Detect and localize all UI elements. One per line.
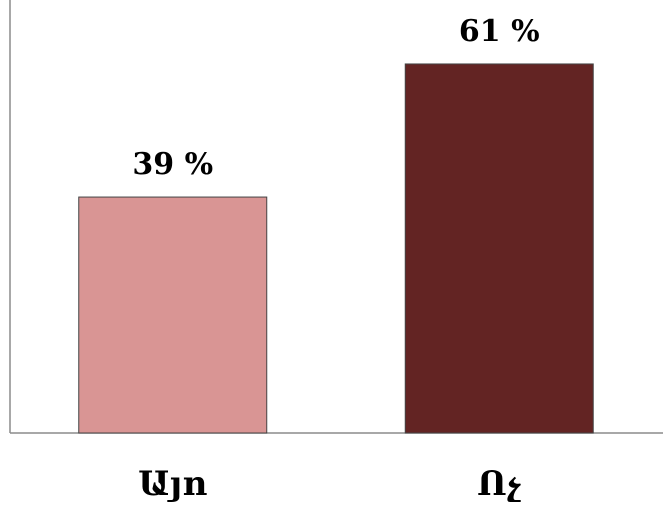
bars-group [78, 63, 594, 434]
value-labels-group: 39 % 61 % [132, 14, 539, 182]
category-label-2: Ոչ [477, 464, 522, 504]
category-labels-group: Այո Ոչ [138, 464, 522, 504]
bar-2 [404, 63, 594, 434]
category-label-1: Այո [138, 464, 207, 504]
value-label-1: 39 % [132, 147, 213, 182]
value-label-2: 61 % [459, 14, 540, 49]
bar-1 [78, 196, 268, 434]
